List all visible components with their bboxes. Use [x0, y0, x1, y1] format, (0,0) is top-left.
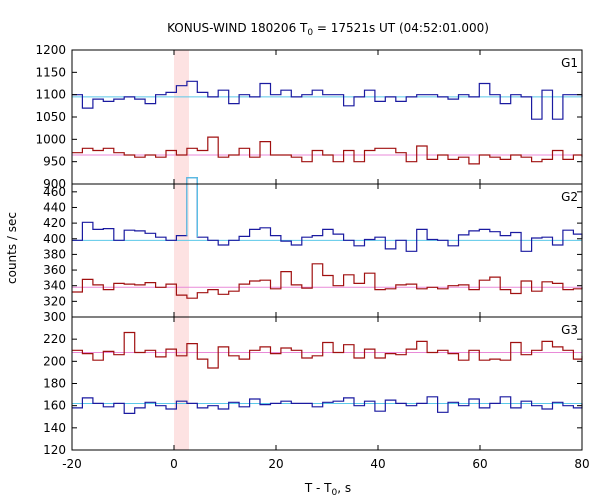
y-tick-label-g1-4: 1100: [35, 88, 66, 102]
panel-frame-g2: [71, 183, 583, 318]
x-tick-label-2: 20: [268, 457, 283, 471]
panel-frame-g3: [71, 316, 583, 451]
y-axis-label: counts / sec: [5, 212, 19, 284]
y-tick-label-g2-0: 300: [43, 310, 66, 324]
y-tick-label-g1-3: 1050: [35, 110, 66, 124]
panel-label-g1: G1: [561, 56, 578, 70]
chart-title: KONUS-WIND 180206 T0 = 17521s UT (04:52:…: [167, 21, 489, 38]
y-tick-label-g1-1: 950: [43, 155, 66, 169]
panel-label-g3: G3: [561, 323, 578, 337]
x-axis-label: T - T0, s: [304, 481, 351, 498]
y-tick-label-g3-3: 180: [43, 377, 66, 391]
x-axis-label-rest: , s: [337, 481, 351, 495]
y-tick-label-g2-5: 400: [43, 232, 66, 246]
plot-area: 90095010001050110011501200G1300320340360…: [35, 43, 589, 471]
y-tick-label-g2-4: 380: [43, 247, 66, 261]
x-axis-label-main: T - T: [304, 481, 332, 495]
series-line-g1-1: [72, 136, 583, 165]
y-tick-label-g2-2: 340: [43, 279, 66, 293]
y-tick-label-g2-7: 440: [43, 200, 66, 214]
series-line-g2-1: [72, 263, 583, 299]
y-tick-label-g1-6: 1200: [35, 43, 66, 57]
y-tick-label-g3-0: 120: [43, 443, 66, 457]
chart-title-rest: = 17521s UT (04:52:01.000): [313, 21, 489, 35]
series-line-g3-1: [72, 396, 583, 414]
series-line-g2-0: [72, 177, 583, 252]
y-tick-label-g2-1: 320: [43, 294, 66, 308]
panel-g3: 120 140 160 180 200 220 G3: [43, 316, 583, 457]
x-tick-label-4: 60: [472, 457, 487, 471]
panel-frame-g1: [71, 49, 583, 185]
y-tick-label-g3-4: 200: [43, 354, 66, 368]
y-tick-label-g1-0: 900: [43, 177, 66, 191]
series-line-g1-0: [72, 80, 583, 120]
y-tick-label-g1-2: 1000: [35, 132, 66, 146]
trigger-highlight-band: [174, 50, 190, 450]
x-axis-label-sub: 0: [332, 488, 338, 498]
y-tick-label-g2-8: 460: [43, 185, 66, 199]
x-tick-label-5: 80: [574, 457, 589, 471]
panel-label-g2: G2: [561, 190, 578, 204]
panel-g1: 900 950 1000 1050 1100 1150 1200 G1: [35, 43, 583, 191]
peak-bin-g2: [186, 177, 198, 238]
y-tick-label-g3-2: 160: [43, 399, 66, 413]
chart-title-sub: 0: [307, 28, 313, 38]
x-tick-label-3: 40: [370, 457, 385, 471]
y-tick-label-g1-5: 1150: [35, 65, 66, 79]
x-tick-label-1: 0: [170, 457, 178, 471]
series-line-g3-0: [72, 331, 583, 369]
x-tick-label-0: -20: [62, 457, 82, 471]
y-tick-label-g3-5: 220: [43, 332, 66, 346]
y-tick-label-g2-6: 420: [43, 216, 66, 230]
y-tick-label-g3-1: 140: [43, 421, 66, 435]
chart-title-main: KONUS-WIND 180206 T: [167, 21, 308, 35]
y-tick-label-g2-3: 360: [43, 263, 66, 277]
